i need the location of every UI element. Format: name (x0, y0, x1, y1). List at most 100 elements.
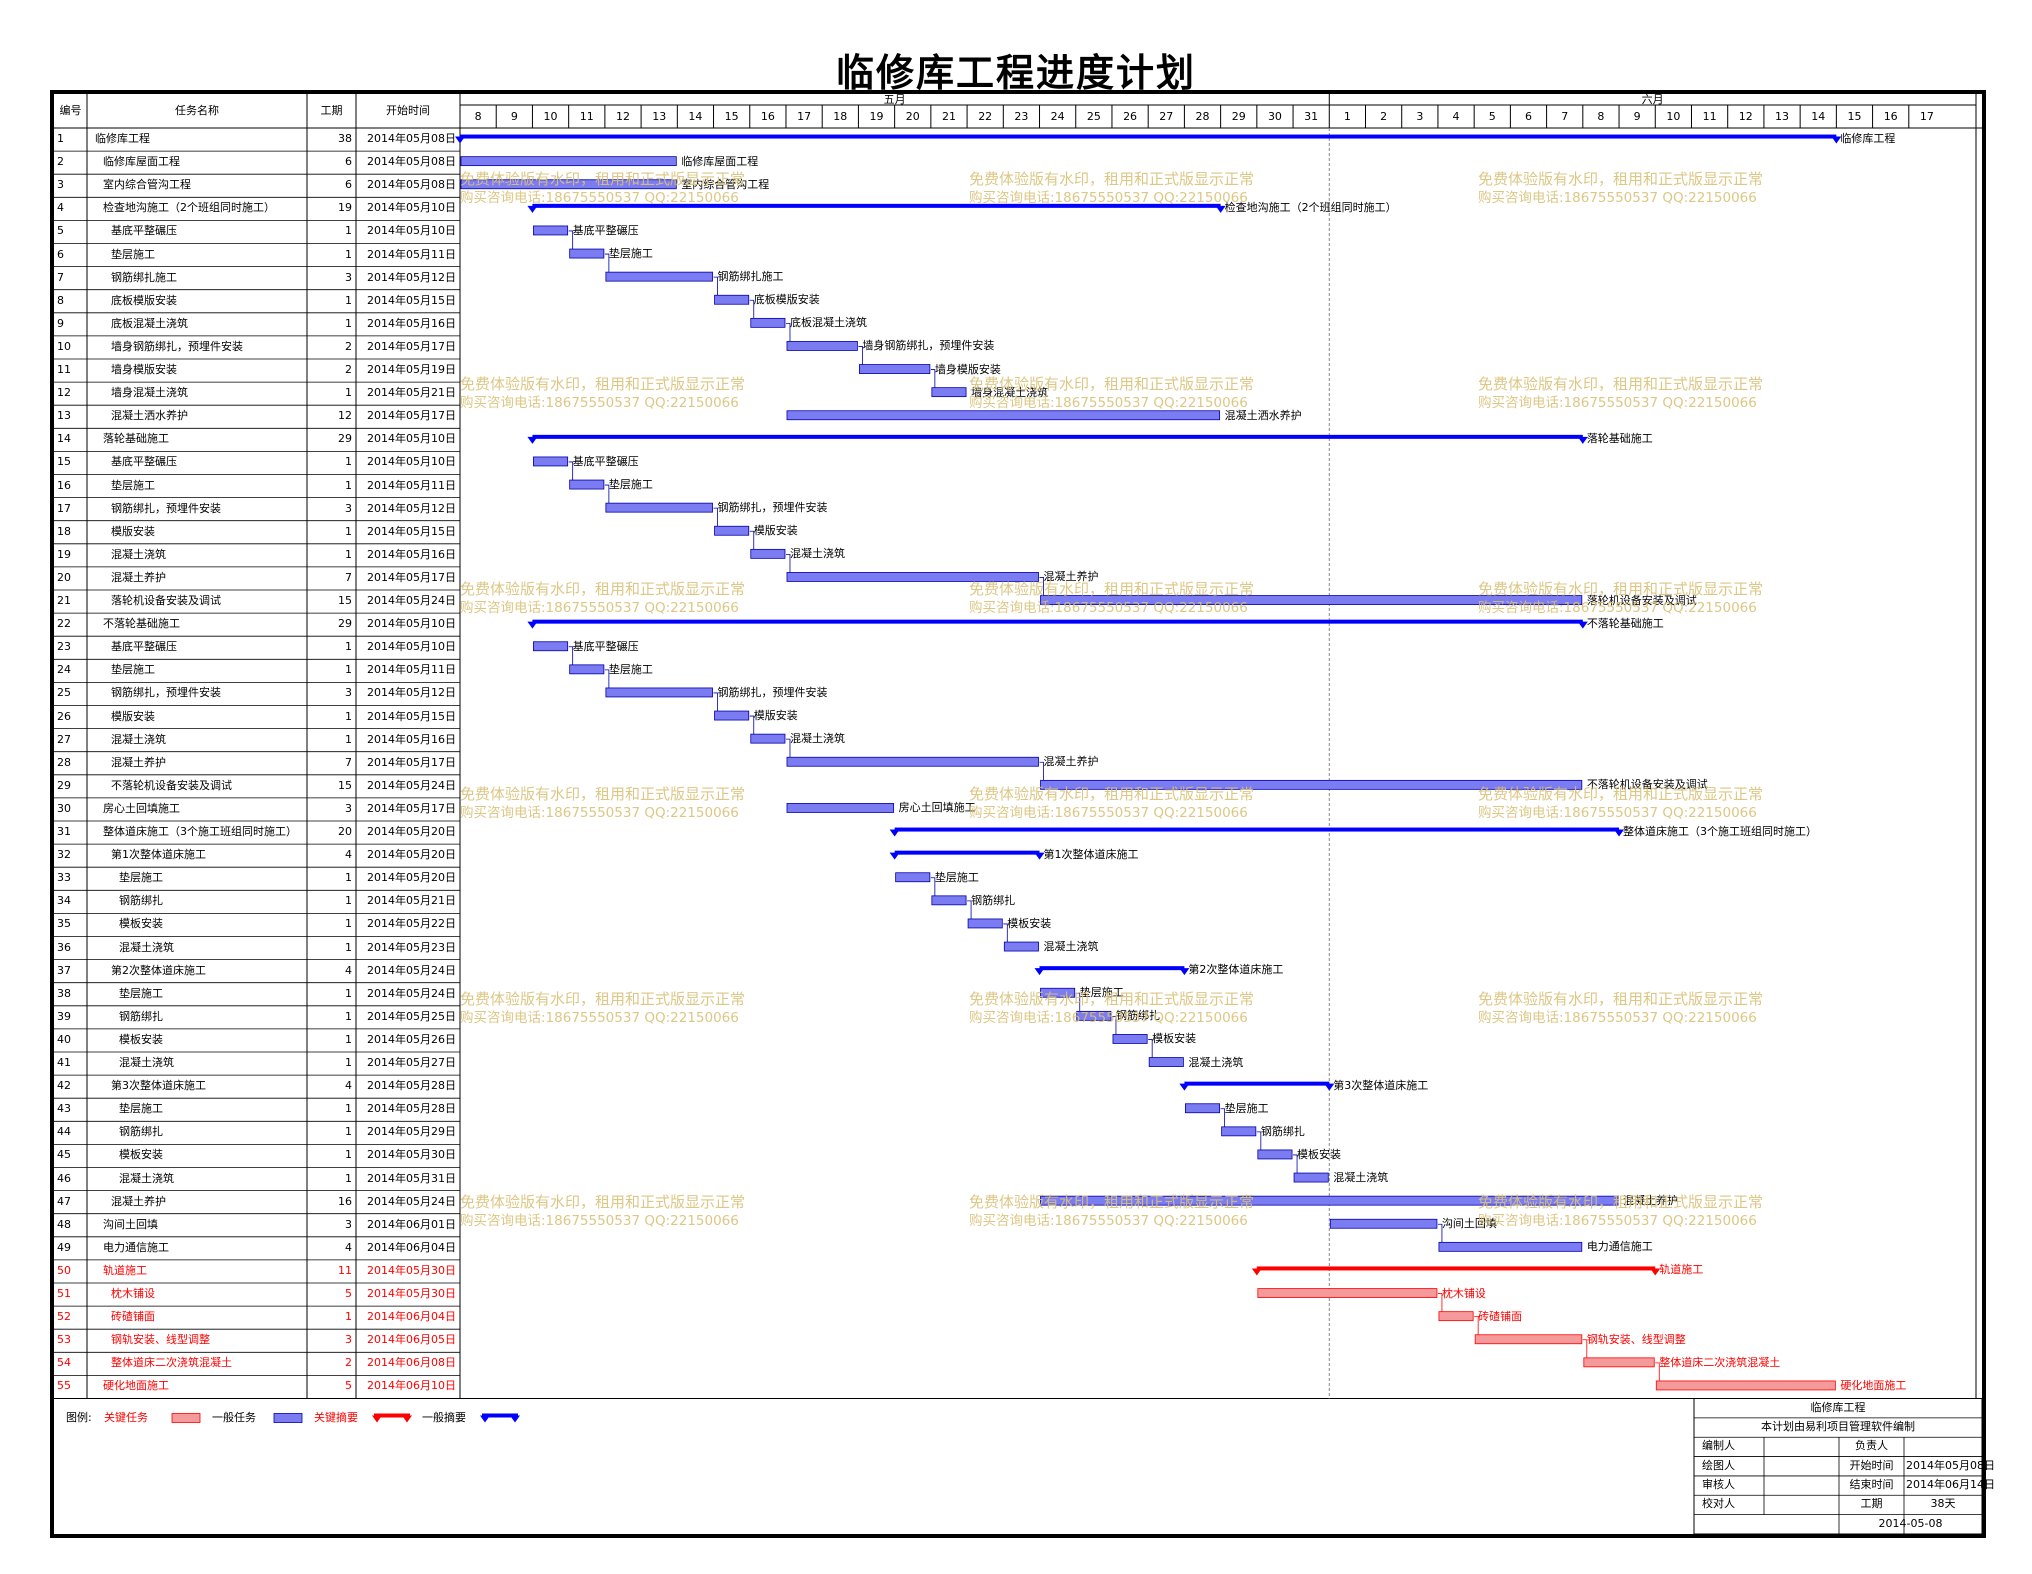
bar-label: 墙身模版安装 (934, 362, 1001, 376)
task-id: 35 (57, 917, 71, 931)
task-bar (859, 364, 931, 374)
task-name: 落轮机设备安装及调试 (111, 594, 221, 607)
day-label: 21 (941, 110, 956, 123)
bar-label: 模板安装 (1297, 1147, 1342, 1161)
info-project: 临修库工程 (1810, 1400, 1866, 1414)
summary-bar (532, 619, 1583, 624)
watermark-line1: 免费体验版有水印，租用和正式版显示正常 (1478, 170, 1764, 188)
task-name: 垫层施工 (111, 478, 155, 492)
task-bar (1040, 595, 1583, 605)
task-duration: 6 (345, 178, 352, 192)
task-start: 2014年05月20日 (367, 848, 456, 862)
task-bar (460, 156, 677, 167)
bar-label: 混凝土养护 (1623, 1194, 1679, 1208)
task-start: 2014年05月22日 (367, 917, 456, 931)
legend-critical-summary-marker (372, 1415, 382, 1423)
task-start: 2014年05月10日 (367, 455, 456, 469)
task-id: 13 (57, 409, 71, 423)
task-id: 3 (57, 178, 64, 192)
task-id: 10 (57, 339, 71, 353)
task-name: 垫层施工 (119, 986, 163, 1000)
task-start: 2014年05月08日 (367, 155, 456, 169)
summary-end-marker (1034, 852, 1045, 860)
task-name: 落轮基础施工 (103, 432, 169, 446)
task-id: 52 (57, 1310, 71, 1324)
task-name: 模版安装 (111, 524, 155, 538)
task-bar (1257, 1288, 1438, 1298)
bar-label: 室内综合管沟工程 (681, 177, 770, 191)
task-start: 2014年05月24日 (367, 594, 456, 607)
task-id: 32 (57, 848, 71, 862)
task-start: 2014年05月17日 (367, 801, 456, 815)
bar-label: 基底平整碾压 (572, 223, 639, 237)
task-duration: 1 (345, 293, 352, 307)
task-start: 2014年05月10日 (367, 640, 456, 654)
dependency-link (858, 346, 863, 365)
watermark-line2: 购买咨询电话:18675550537 QQ:22150066 (1478, 805, 1757, 821)
task-id: 39 (57, 1009, 71, 1023)
day-label: 9 (510, 110, 518, 123)
task-name: 模版安装 (111, 709, 155, 723)
task-bar (1040, 1195, 1619, 1206)
summary-end-marker (1215, 205, 1226, 213)
task-duration: 15 (338, 594, 352, 607)
task-id: 9 (57, 316, 64, 330)
day-label: 12 (615, 110, 630, 123)
dependency-link (1039, 577, 1044, 596)
bar-label: 钢筋绑扎 (1260, 1124, 1305, 1138)
task-duration: 20 (338, 825, 352, 838)
bar-label: 钢筋绑扎 (971, 893, 1016, 907)
task-start: 2014年05月11日 (367, 247, 456, 261)
task-start: 2014年05月10日 (367, 617, 456, 631)
task-duration: 1 (345, 1171, 352, 1185)
task-start: 2014年05月16日 (367, 316, 456, 330)
task-id: 43 (57, 1102, 71, 1116)
legend-normal-task: 一般任务 (212, 1410, 256, 1424)
task-start: 2014年05月11日 (367, 663, 456, 677)
task-id: 40 (57, 1032, 71, 1046)
legend-critical-task-swatch (171, 1413, 201, 1423)
task-start: 2014年05月30日 (367, 1263, 456, 1277)
info-reviewer-label: 审核人 (1702, 1477, 1735, 1491)
task-bar (786, 803, 895, 813)
day-label: 24 (1050, 110, 1065, 123)
task-bar (967, 918, 1003, 929)
task-name: 钢筋绑扎 (119, 1009, 163, 1023)
task-id: 11 (57, 363, 71, 376)
watermark-line2: 购买咨询电话:18675550537 QQ:22150066 (460, 190, 739, 206)
task-name: 墙身钢筋绑扎，预埋件安装 (111, 339, 243, 353)
task-start: 2014年05月25日 (367, 1009, 456, 1023)
watermark-line1: 免费体验版有水印，租用和正式版显示正常 (460, 990, 746, 1008)
task-name: 钢筋绑扎，预埋件安装 (111, 686, 221, 700)
summary-bar (894, 827, 1620, 832)
day-label: 27 (1159, 110, 1174, 123)
task-start: 2014年05月19日 (367, 363, 456, 376)
watermark-line1: 免费体验版有水印，租用和正式版显示正常 (969, 580, 1255, 598)
legend-critical-task: 关键任务 (104, 1410, 148, 1424)
task-name: 不落轮机设备安装及调试 (111, 778, 232, 792)
task-duration: 1 (345, 894, 352, 908)
task-duration: 1 (345, 940, 352, 954)
legend-normal-summary-marker (480, 1415, 490, 1423)
task-bar (569, 664, 605, 675)
day-label: 28 (1195, 110, 1210, 123)
bar-label: 垫层施工 (934, 870, 979, 884)
task-duration: 29 (338, 432, 352, 446)
task-bar (533, 456, 569, 467)
dependency-link (967, 900, 972, 919)
dependency-link (749, 299, 755, 319)
task-id: 38 (57, 986, 71, 1000)
task-start: 2014年05月21日 (367, 386, 456, 400)
task-id: 18 (57, 524, 71, 538)
task-bar (714, 525, 750, 536)
bar-label: 落轮基础施工 (1586, 431, 1653, 445)
task-duration: 4 (345, 1240, 352, 1254)
bar-label: 整体道床二次浇筑混凝土 (1659, 1355, 1781, 1369)
task-name: 临修库屋面工程 (103, 155, 180, 169)
task-id: 6 (57, 247, 64, 261)
task-name: 底板混凝土浇筑 (111, 316, 188, 330)
task-duration: 1 (345, 386, 352, 400)
summary-start-marker (527, 621, 538, 629)
task-name: 混凝土浇筑 (119, 1171, 174, 1185)
summary-end-marker (1577, 621, 1588, 629)
